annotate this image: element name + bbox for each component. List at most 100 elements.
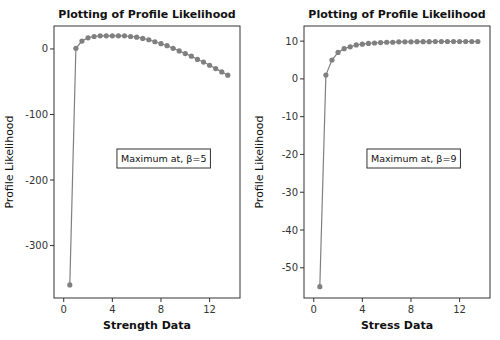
y-tick bbox=[300, 230, 304, 231]
data-point bbox=[360, 42, 365, 47]
data-point bbox=[183, 51, 188, 56]
data-point bbox=[116, 33, 121, 38]
y-tick-label: -200 bbox=[25, 175, 48, 186]
data-point bbox=[152, 39, 157, 44]
y-tick-label: 10 bbox=[285, 36, 298, 47]
annotation-box bbox=[117, 149, 210, 168]
y-tick bbox=[300, 192, 304, 193]
y-tick-label: 0 bbox=[42, 43, 48, 54]
data-point bbox=[390, 40, 395, 45]
data-point bbox=[451, 39, 456, 44]
annotation: Maximum at, β=5 bbox=[117, 149, 210, 168]
data-point bbox=[67, 282, 72, 287]
data-point bbox=[445, 39, 450, 44]
panel: 04812100-10-20-30-40-50Plotting of Profi… bbox=[253, 8, 490, 332]
data-point bbox=[335, 50, 340, 55]
title: Plotting of Profile Likelihood bbox=[308, 8, 485, 21]
y-tick-label: -300 bbox=[25, 240, 48, 251]
y-tick bbox=[50, 114, 54, 115]
data-point bbox=[439, 39, 444, 44]
y-axis-label: Profile Likelihood bbox=[3, 115, 16, 208]
annotation-box bbox=[367, 149, 460, 168]
y-tick-label: -10 bbox=[282, 111, 298, 122]
chart-root: 048120-100-200-300Plotting of Profile Li… bbox=[0, 0, 500, 340]
data-point bbox=[402, 39, 407, 44]
x-tick-label: 0 bbox=[61, 304, 67, 315]
x-tick-label: 12 bbox=[453, 304, 466, 315]
y-tick-label: -40 bbox=[282, 225, 298, 236]
data-point bbox=[122, 33, 127, 38]
data-point bbox=[201, 59, 206, 64]
data-point bbox=[433, 39, 438, 44]
data-point bbox=[146, 37, 151, 42]
data-point bbox=[463, 39, 468, 44]
data-point bbox=[475, 39, 480, 44]
x-tick-label: 8 bbox=[158, 304, 164, 315]
plot-frame bbox=[54, 26, 240, 298]
data-point bbox=[219, 69, 224, 74]
y-tick-label: -100 bbox=[25, 109, 48, 120]
data-point bbox=[195, 57, 200, 62]
y-tick bbox=[300, 154, 304, 155]
annotation-text: Maximum at, β=9 bbox=[371, 153, 456, 164]
data-point bbox=[164, 43, 169, 48]
y-tick-label: -50 bbox=[282, 262, 298, 273]
x-tick bbox=[209, 298, 210, 302]
data-point bbox=[323, 73, 328, 78]
x-tick-label: 12 bbox=[203, 304, 216, 315]
data-point bbox=[366, 41, 371, 46]
x-axis-label: Strength Data bbox=[103, 319, 191, 332]
x-tick-label: 4 bbox=[109, 304, 115, 315]
x-tick bbox=[459, 298, 460, 302]
plot-frame bbox=[304, 26, 490, 298]
data-point bbox=[408, 39, 413, 44]
y-tick bbox=[300, 41, 304, 42]
data-point bbox=[427, 39, 432, 44]
x-tick bbox=[313, 298, 314, 302]
x-tick bbox=[63, 298, 64, 302]
y-tick bbox=[50, 180, 54, 181]
data-point bbox=[134, 35, 139, 40]
x-tick bbox=[410, 298, 411, 302]
data-point bbox=[414, 39, 419, 44]
x-tick bbox=[160, 298, 161, 302]
data-point bbox=[348, 44, 353, 49]
data-point bbox=[342, 46, 347, 51]
y-tick bbox=[300, 78, 304, 79]
x-tick-label: 8 bbox=[408, 304, 414, 315]
y-tick-label: 0 bbox=[292, 73, 298, 84]
data-line bbox=[320, 41, 478, 286]
annotation-text: Maximum at, β=5 bbox=[121, 153, 206, 164]
x-tick-label: 0 bbox=[311, 304, 317, 315]
data-point bbox=[104, 33, 109, 38]
data-point bbox=[98, 33, 103, 38]
data-point bbox=[469, 39, 474, 44]
panel: 0 4 8 12 0 -100 -200 -300 Plotting of Profile Li… bbox=[3, 8, 240, 332]
data-point bbox=[171, 46, 176, 51]
y-tick-label: -20 bbox=[282, 149, 298, 160]
data-point bbox=[354, 42, 359, 47]
data-point bbox=[79, 38, 84, 43]
title: Plotting of Profile Likelihood bbox=[58, 8, 235, 21]
data-point bbox=[177, 48, 182, 53]
y-axis-label: Profile Likelihood bbox=[253, 115, 266, 208]
data-group bbox=[67, 33, 230, 287]
data-point bbox=[378, 40, 383, 45]
data-point bbox=[140, 36, 145, 41]
data-group bbox=[317, 39, 480, 289]
x-tick bbox=[112, 298, 113, 302]
y-tick bbox=[300, 267, 304, 268]
data-point bbox=[110, 33, 115, 38]
data-point bbox=[213, 66, 218, 71]
data-point bbox=[207, 63, 212, 68]
x-axis-label: Stress Data bbox=[361, 319, 433, 332]
data-point bbox=[421, 39, 426, 44]
data-point bbox=[158, 41, 163, 46]
data-point bbox=[73, 46, 78, 51]
y-tick bbox=[50, 48, 54, 49]
y-tick-label: -30 bbox=[282, 187, 298, 198]
data-point bbox=[85, 35, 90, 40]
y-tick bbox=[300, 116, 304, 117]
data-point bbox=[128, 34, 133, 39]
data-line bbox=[70, 36, 228, 285]
